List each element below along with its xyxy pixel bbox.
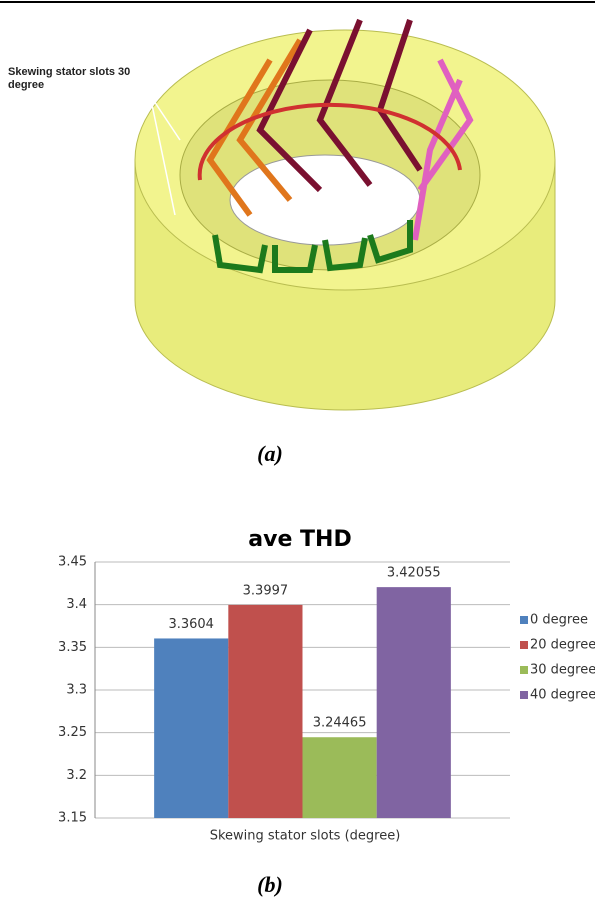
value-label: 3.24465 — [313, 716, 367, 731]
chart-title: ave THD — [248, 527, 351, 552]
stator-model — [134, 18, 556, 411]
bar — [228, 604, 303, 818]
x-axis-title: Skewing stator slots (degree) — [210, 829, 401, 844]
y-tick-label: 3.4 — [66, 597, 87, 612]
legend-label: 20 degree — [530, 638, 595, 653]
caption: (a) — [257, 441, 283, 466]
annotation: Skewing stator slots 30 degree — [8, 66, 131, 91]
bar — [376, 587, 451, 818]
annotation-box: Skewing stator slots 30 degree — [8, 66, 131, 91]
y-tick-label: 3.3 — [66, 683, 87, 698]
value-label: 3.42055 — [387, 566, 441, 581]
y-tick-label: 3.2 — [66, 768, 87, 783]
caption: (b) — [257, 872, 283, 897]
value-label: 3.3997 — [243, 583, 289, 598]
y-tick-label: 3.25 — [58, 725, 87, 740]
bar — [302, 737, 377, 818]
y-tick-label: 3.35 — [58, 640, 87, 655]
legend-label: 0 degree — [530, 613, 588, 628]
bar — [154, 638, 229, 818]
legend-swatch — [520, 691, 528, 699]
y-tick-label: 3.45 — [58, 555, 87, 570]
legend-swatch — [520, 641, 528, 649]
legend-label: 40 degree — [530, 688, 595, 703]
y-tick-label: 3.15 — [58, 811, 87, 826]
value-label: 3.3604 — [168, 617, 214, 632]
legend-swatch — [520, 616, 528, 624]
legend-label: 30 degree — [530, 663, 595, 678]
legend-swatch — [520, 666, 528, 674]
